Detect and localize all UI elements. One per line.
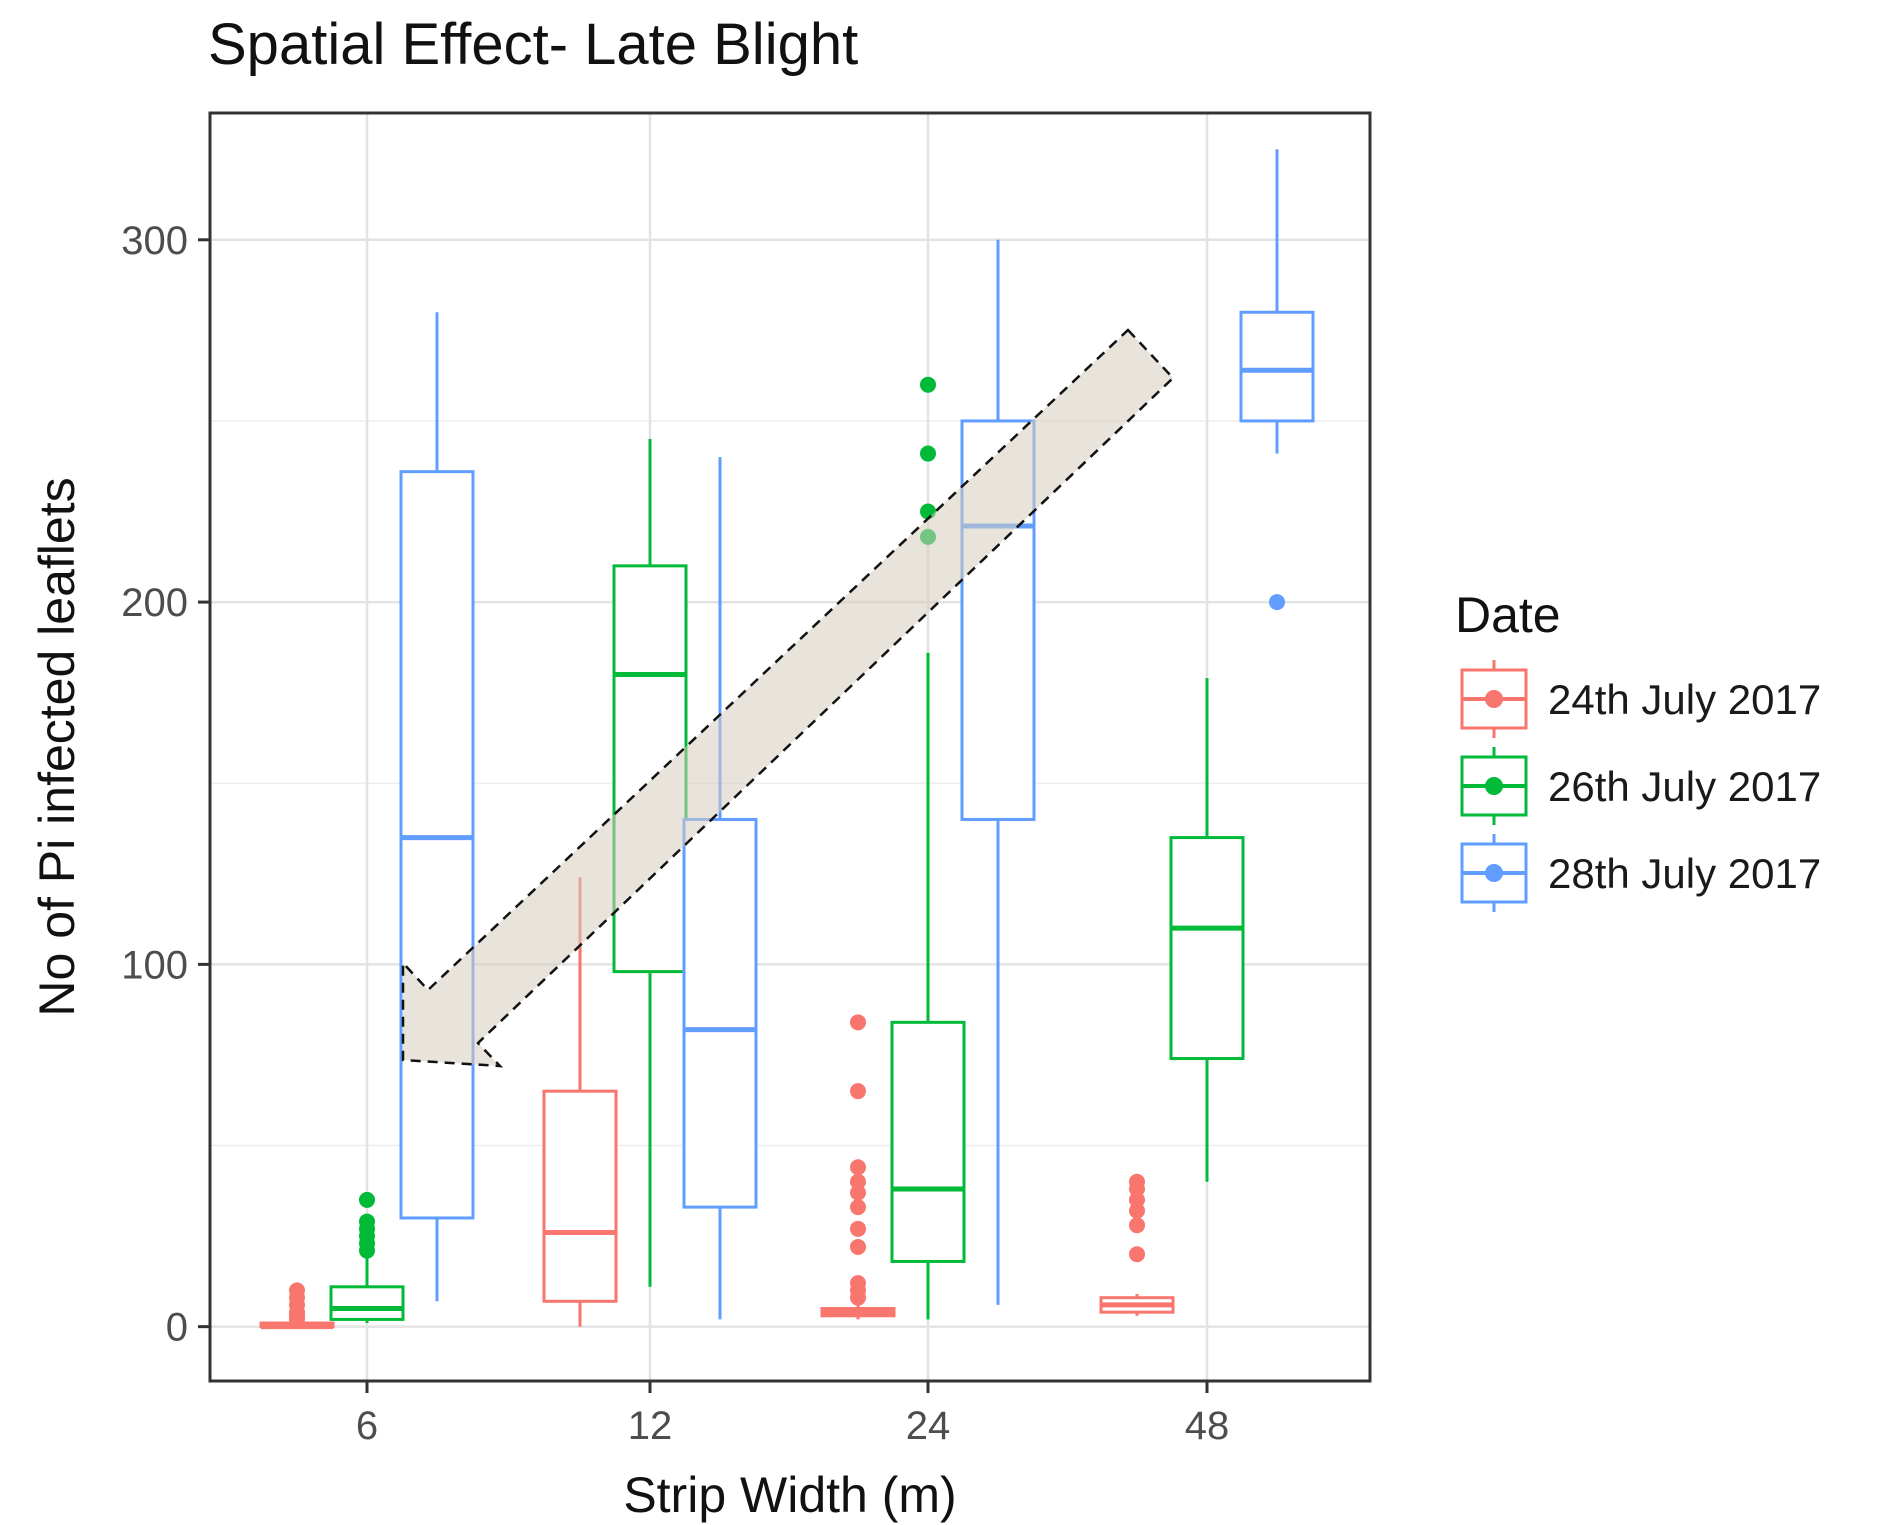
panel-background [210, 113, 1370, 1381]
x-tick-label: 12 [628, 1404, 673, 1448]
legend-key-point [1485, 864, 1503, 882]
y-tick-label: 200 [121, 581, 188, 625]
annotation-arrow [401, 328, 1175, 1068]
x-tick-label: 48 [1185, 1404, 1230, 1448]
x-tick-label: 24 [906, 1404, 951, 1448]
legend-label: 26th July 2017 [1548, 763, 1821, 810]
box-48-series-2 [1169, 678, 1245, 1182]
box-iqr [399, 470, 475, 1220]
box-iqr [890, 1020, 966, 1263]
legend-key-point [1485, 777, 1503, 795]
y-axis-title: No of Pi infected leaflets [29, 477, 85, 1016]
panel-border [208, 111, 1372, 1383]
outlier-point [920, 445, 936, 462]
legend-item-3: 28th July 2017 [1460, 834, 1821, 912]
box-6-series-3 [399, 312, 475, 1302]
outlier-point [359, 1191, 375, 1208]
box-iqr [542, 1089, 618, 1303]
legend-label: 28th July 2017 [1548, 850, 1821, 897]
legend-item-1: 24th July 2017 [1460, 660, 1821, 738]
plot-panel [208, 111, 1372, 1383]
box-iqr [1169, 836, 1245, 1061]
outlier-point [850, 1275, 866, 1292]
box-6-series-2 [329, 1191, 405, 1324]
outlier-point [1129, 1246, 1145, 1263]
chart-title: Spatial Effect- Late Blight [208, 12, 858, 77]
outlier-point [850, 1173, 866, 1190]
y-tick-label: 0 [166, 1306, 188, 1350]
legend: Date 24th July 2017 26th July 2017 28th Ju… [1455, 587, 1821, 912]
y-tick-label: 300 [121, 219, 188, 263]
box-48-series-1 [1099, 1173, 1175, 1316]
outlier-point [850, 1083, 866, 1100]
box-48-series-3 [1239, 149, 1315, 611]
legend-key-point [1485, 690, 1503, 708]
outlier-point [850, 1159, 866, 1176]
outlier-point [1129, 1217, 1145, 1234]
legend-item-2: 26th July 2017 [1460, 747, 1821, 825]
outlier-point [289, 1282, 305, 1299]
x-tick-label: 6 [356, 1404, 378, 1448]
x-axis-title: Strip Width (m) [623, 1467, 956, 1523]
legend-title: Date [1455, 587, 1561, 643]
x-axis: 6 12 24 48 [356, 1381, 1229, 1448]
outlier-point [1129, 1173, 1145, 1190]
y-axis: 0 100 200 300 [121, 219, 210, 1350]
legend-label: 24th July 2017 [1548, 676, 1821, 723]
outlier-point [850, 1220, 866, 1237]
y-tick-label: 100 [121, 943, 188, 987]
outlier-point [1269, 594, 1285, 611]
box-iqr [682, 817, 758, 1209]
outlier-point [850, 1238, 866, 1255]
outlier-point [850, 1199, 866, 1216]
box-24-series-1 [820, 1014, 896, 1320]
box-iqr [1239, 310, 1315, 423]
outlier-point [850, 1014, 866, 1031]
box-iqr [329, 1285, 405, 1321]
outlier-point [359, 1213, 375, 1230]
box-6-series-1 [259, 1282, 335, 1330]
outlier-point [920, 376, 936, 393]
